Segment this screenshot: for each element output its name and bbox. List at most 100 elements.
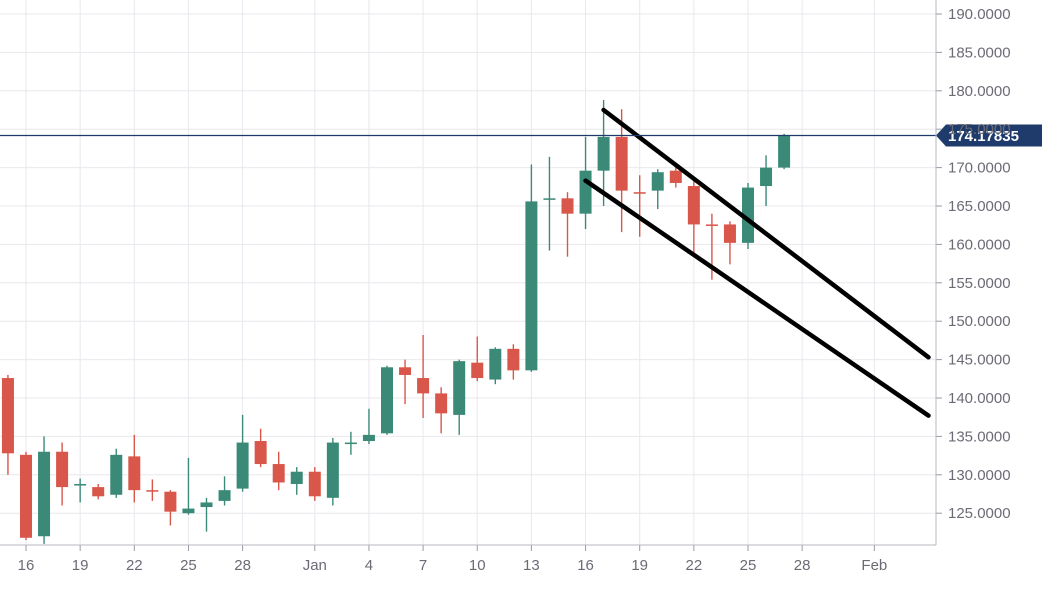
candle-body (290, 471, 303, 485)
candle-body (742, 187, 754, 243)
candle-body (1, 378, 14, 454)
candle-body (489, 348, 502, 380)
x-tick-label: 25 (740, 557, 757, 574)
candle-down (20, 451, 32, 541)
y-tick-label: 185.0000 (948, 44, 1011, 61)
grid-layer (0, 0, 936, 545)
candle-body (399, 367, 412, 375)
candle-down (561, 192, 574, 257)
candle-up (597, 100, 610, 206)
trend-layer (583, 107, 931, 418)
price-badge-shape (936, 124, 1042, 147)
candle-body (579, 170, 592, 214)
candle-up (200, 497, 213, 532)
candle-body (633, 192, 646, 194)
candle-down (687, 178, 700, 257)
candle-body (597, 136, 610, 171)
candle-body (507, 348, 520, 371)
x-tick-label: 4 (365, 557, 373, 574)
candle-up (381, 365, 393, 435)
candle-body (56, 451, 69, 488)
candle-up (290, 467, 303, 495)
candle-body (236, 442, 249, 489)
candle-body (453, 361, 466, 415)
y-tick-label: 180.0000 (948, 83, 1011, 100)
candle-up (326, 437, 339, 506)
x-tick-label: 28 (234, 557, 251, 574)
x-tick-label: 19 (72, 557, 89, 574)
y-tick-label: 160.0000 (948, 236, 1011, 253)
candle-down (507, 344, 520, 380)
candle-body (705, 224, 718, 226)
candle-up (110, 448, 123, 498)
candle-body (92, 487, 105, 497)
x-tick-label: 7 (419, 557, 427, 574)
candle-down (471, 336, 484, 382)
candle-up (543, 156, 556, 251)
price-layer: 174.17835 (0, 124, 1042, 147)
candle-down (272, 451, 285, 491)
y-tick-label: 125.0000 (948, 505, 1011, 522)
candle-body (651, 172, 664, 191)
candle-up (236, 414, 249, 492)
candle-body (200, 502, 213, 508)
candle-body (272, 464, 285, 483)
candle-down (723, 221, 736, 265)
y-tick-label: 165.0000 (948, 198, 1011, 215)
candle-up (489, 347, 502, 385)
candle-body (471, 362, 484, 379)
candle-down (254, 428, 267, 468)
x-tick-label: 28 (794, 557, 811, 574)
x-tick-label: 13 (523, 557, 540, 574)
candle-down (435, 387, 448, 434)
candle-body (381, 367, 393, 434)
candle-body (362, 434, 375, 442)
y-tick-label: 130.0000 (948, 467, 1011, 484)
candle-down (615, 109, 628, 233)
candle-up (453, 359, 466, 435)
x-tick-label: Feb (861, 557, 887, 574)
candle-up (38, 436, 51, 544)
current-price-label: 174.17835 (948, 128, 1019, 145)
candle-body (20, 454, 32, 538)
candle-down (56, 442, 69, 506)
y-tick-label: 150.0000 (948, 313, 1011, 330)
candle-down (633, 175, 646, 237)
candle-body (723, 224, 736, 243)
y-tick-label: 135.0000 (948, 428, 1011, 445)
candle-body (218, 490, 231, 501)
candle-down (399, 359, 412, 405)
y-tick-label: 145.0000 (948, 352, 1011, 369)
candle-up (74, 478, 87, 503)
candle-body (164, 491, 177, 512)
trend-line (583, 178, 931, 418)
y-tick-label: 155.0000 (948, 275, 1011, 292)
candle-down (164, 490, 177, 526)
candle-down (128, 434, 141, 503)
candle-body (615, 136, 628, 191)
candle-body (308, 471, 321, 497)
candle-body (344, 442, 357, 445)
x-tick-label: 16 (18, 557, 35, 574)
candle-layer (1, 100, 791, 544)
x-tick-label: Jan (303, 557, 327, 574)
candle-body (417, 378, 430, 394)
candle-body (561, 198, 574, 214)
candle-body (38, 451, 51, 537)
candle-up (760, 155, 773, 206)
candle-up (742, 182, 754, 250)
candle-down (417, 335, 430, 418)
candle-up (525, 164, 538, 372)
candle-body (182, 508, 195, 514)
candle-body (146, 490, 159, 492)
candle-body (110, 454, 123, 495)
candle-up (344, 431, 357, 455)
candle-down (1, 374, 14, 475)
x-tick-label: 22 (686, 557, 703, 574)
candle-body (254, 441, 267, 465)
candle-down (308, 467, 321, 501)
candle-body (778, 135, 791, 168)
x-tick-label: 19 (631, 557, 648, 574)
candle-body (326, 442, 339, 498)
